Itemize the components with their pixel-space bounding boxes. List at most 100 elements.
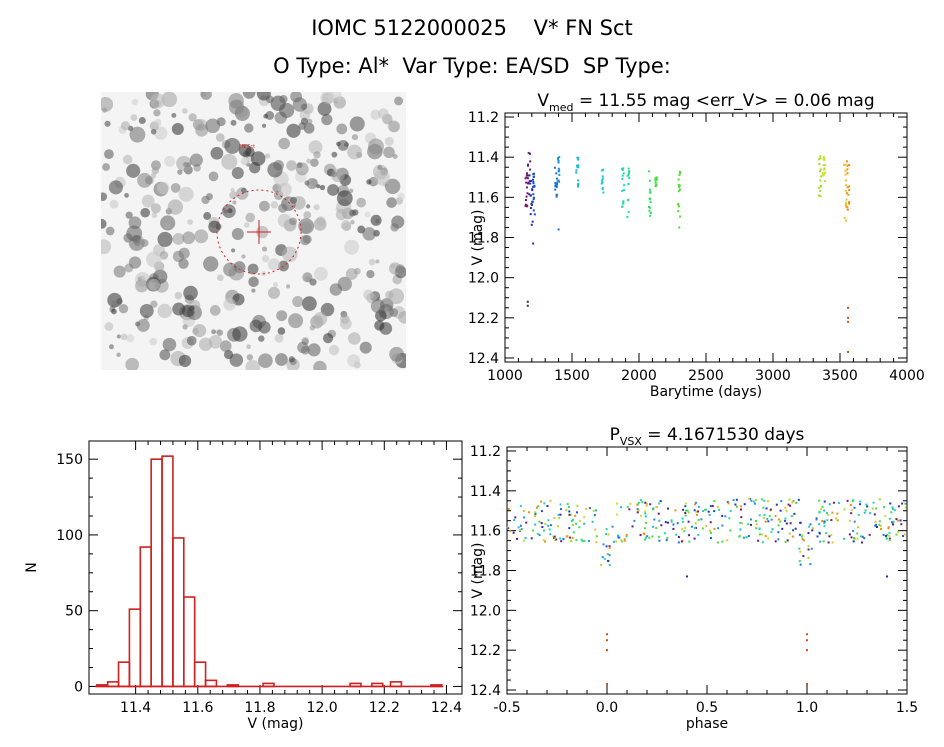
data-point [524,537,527,540]
data-point [529,179,532,182]
y-tick-label: 150 [56,452,83,468]
data-point [681,508,684,511]
title-subscript: med [549,101,573,114]
data-point-outlier [526,300,529,303]
data-point [540,522,543,525]
sky-star [172,233,185,245]
sky-star [232,326,248,342]
data-point [903,533,906,536]
data-point [764,520,767,523]
data-point [866,505,869,508]
data-point [678,186,681,189]
data-point [557,179,560,182]
sky-star [278,137,290,150]
data-point [601,175,604,178]
data-point [681,517,684,520]
data-point [784,506,787,509]
data-point [658,502,661,505]
data-point [823,180,826,183]
data-point [553,166,556,169]
data-point [543,529,546,532]
data-point [643,533,646,536]
data-point [530,537,533,540]
data-point [681,520,684,523]
sky-star [366,270,375,279]
data-point [572,524,575,527]
data-point [553,535,556,538]
data-point [823,509,826,512]
data-point [608,546,611,549]
data-point [843,163,846,166]
data-point [678,188,681,191]
data-point [534,515,537,518]
sky-star [109,199,119,209]
sky-star [389,346,404,362]
data-point [527,174,530,177]
data-point [695,510,698,513]
sky-star [209,305,221,316]
data-point [534,511,537,514]
data-point [884,514,887,517]
sky-star [125,211,133,219]
plot-histogram: 11.4 11.6 11.8 12.0 12.2 12.4 0 50 100 150 V (mag)… [24,440,463,732]
y-tick-label: 11.8 [470,564,501,580]
data-point [728,517,731,520]
data-point [676,522,679,525]
data-point-outlier [606,633,608,636]
data-point [601,169,604,172]
data-point [644,512,647,515]
sky-star [321,114,333,126]
data-point [809,523,812,526]
sky-star [313,151,321,159]
data-point [621,168,624,171]
data-point-outlier [806,649,808,652]
data-point [541,526,544,529]
data-point [758,514,761,517]
sky-star [151,166,160,175]
sky-star [289,217,297,226]
data-point [753,502,756,505]
data-point [593,514,596,517]
data-point [771,528,774,531]
data-point [843,537,846,540]
data-point [555,177,558,180]
data-point [801,534,804,537]
sky-star [340,318,352,330]
data-point [628,170,631,173]
data-point [530,223,533,226]
data-point [888,538,891,541]
data-point [872,501,875,504]
title-rest: = 4.1671530 days [642,425,805,445]
data-point [666,521,669,524]
data-point [529,207,532,210]
sky-star [182,108,188,114]
sky-star [189,153,203,167]
data-point [879,524,882,527]
data-point [507,527,510,530]
data-point [553,536,556,539]
data-point [784,519,787,522]
histogram-bar [128,608,142,688]
data-point [554,537,557,540]
data-point [819,195,822,198]
data-point [860,541,863,544]
data-point [684,509,687,512]
data-point [527,151,530,154]
data-point [713,527,716,530]
x-tick-label: 1.0 [796,700,818,716]
data-point [688,540,691,543]
data-point [654,177,657,180]
data-point [583,522,586,525]
data-point [800,535,803,538]
data-point [882,533,885,536]
data-point [811,529,814,532]
x-tick-label: 0.0 [596,700,618,716]
data-point [750,499,753,502]
sky-star [277,182,292,197]
data-point [716,541,719,544]
sky-star [221,153,238,170]
data-point [819,184,822,187]
data-point [530,203,533,206]
data-point [794,527,797,530]
data-point [554,188,557,191]
